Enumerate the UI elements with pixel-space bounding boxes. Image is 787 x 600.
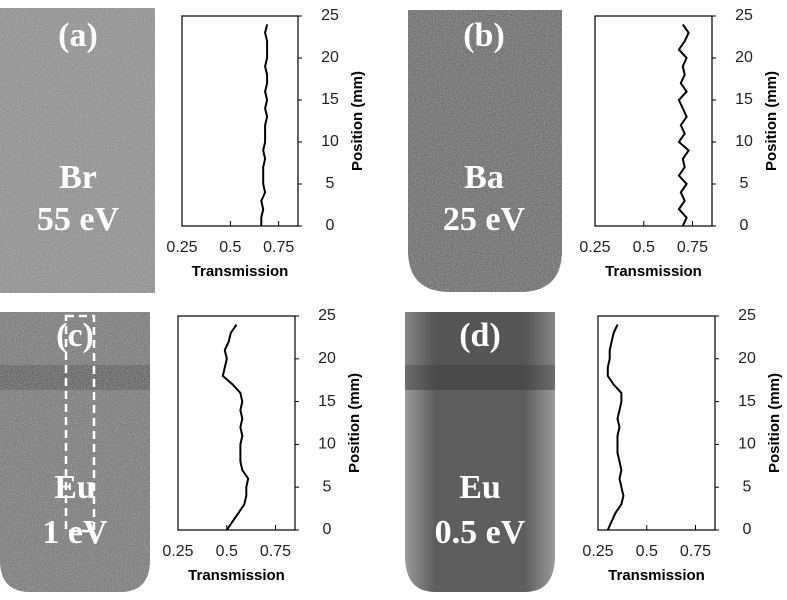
y-tick-label: 15 [735,91,753,108]
y-tick-label: 0 [326,217,335,234]
y-tick-label: 20 [735,49,753,66]
x-tick-label: 0.25 [582,543,613,560]
y-tick-label: 10 [321,133,339,150]
y-tick-label: 25 [321,7,339,24]
x-tick-label: 0.75 [677,239,708,256]
x-axis-title: Transmission [608,567,705,584]
y-axis-title: Position (mm) [766,373,783,473]
data-line [221,324,250,531]
plot-frame [594,15,713,227]
x-tick-label: 0.5 [636,543,658,560]
roi-box [64,314,96,533]
panel-label: (c) [56,317,94,354]
image-label: 25 eV [443,201,526,238]
y-tick-label: 5 [743,478,752,495]
x-axis-title: Transmission [188,567,285,584]
y-tick-label: 15 [318,393,336,410]
image-label: Br [59,159,97,196]
y-tick-label: 0 [740,217,749,234]
y-tick-label: 10 [318,436,336,453]
y-tick-label: 25 [738,307,756,324]
x-tick-label: 0.5 [219,239,241,256]
y-tick-label: 10 [735,133,753,150]
image-c [0,312,150,592]
y-tick-label: 20 [738,350,756,367]
panel-label: (a) [58,17,98,54]
plot-frame [597,315,716,531]
x-tick-label: 0.75 [260,543,291,560]
y-axis-title: Position (mm) [763,71,780,171]
x-tick-label: 0.75 [263,239,294,256]
image-label: 1 eV [42,514,108,551]
image-label: 55 eV [37,201,120,238]
y-tick-label: 10 [738,436,756,453]
data-line [260,24,269,226]
y-axis-title: Position (mm) [346,373,363,473]
data-line [677,23,690,227]
image-label: Eu [54,469,96,506]
panel-label: (b) [463,17,505,54]
panel-label: (d) [459,317,501,354]
y-tick-label: 25 [318,307,336,324]
y-axis-title: Position (mm) [349,71,366,171]
y-tick-label: 0 [743,521,752,538]
plot-frame [181,15,299,227]
y-tick-label: 5 [323,478,332,495]
image-label: Ba [464,159,504,196]
x-tick-label: 0.25 [166,239,197,256]
image-a [0,8,155,293]
image-b [408,10,562,292]
x-tick-label: 0.5 [216,543,238,560]
image-label: 0.5 eV [435,514,526,551]
image-label: Eu [459,469,501,506]
y-tick-label: 5 [740,175,749,192]
y-tick-label: 20 [318,350,336,367]
data-line [606,324,625,531]
y-tick-label: 0 [323,521,332,538]
y-tick-label: 5 [326,175,335,192]
x-tick-label: 0.25 [162,543,193,560]
y-tick-label: 25 [735,7,753,24]
x-tick-label: 0.5 [633,239,655,256]
image-d [405,312,555,592]
y-tick-label: 15 [321,91,339,108]
x-tick-label: 0.75 [680,543,711,560]
x-axis-title: Transmission [605,263,702,280]
x-axis-title: Transmission [192,263,289,280]
plot-frame [177,315,296,531]
x-tick-label: 0.25 [579,239,610,256]
y-tick-label: 15 [738,393,756,410]
y-tick-label: 20 [321,49,339,66]
